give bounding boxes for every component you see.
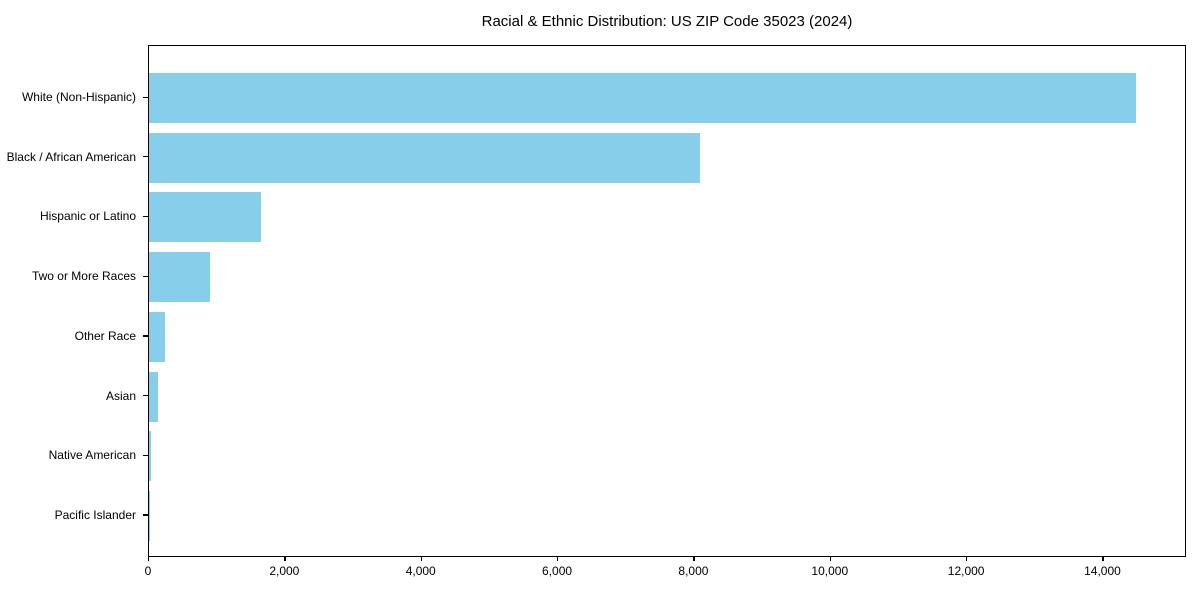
bar-pacific-islander [149,490,150,541]
x-tick-mark [557,556,559,561]
y-tick-mark [143,395,148,397]
x-tick-label: 0 [144,564,152,578]
y-tick-mark [143,454,148,456]
y-tick-label: White (Non-Hispanic) [21,90,136,104]
y-tick-mark [143,275,148,277]
y-tick-mark [143,215,148,218]
y-tick-mark [143,514,148,516]
bar-white-non-hispanic [149,73,1136,123]
y-tick-label: Native American [48,448,136,463]
plot-area [148,45,1186,557]
x-tick-label: 14,000 [1084,564,1121,578]
x-tick-label: 6,000 [542,564,573,578]
y-tick-label: Asian [105,388,136,403]
bar-hispanic-or-latino [149,192,262,243]
x-tick-mark [966,556,968,561]
x-tick-mark [1102,556,1104,561]
x-tick-label: 10,000 [811,564,849,578]
x-tick-mark [693,556,695,561]
x-tick-mark [284,556,286,561]
y-tick-mark [143,156,148,158]
y-tick-label: Hispanic or Latino [39,209,136,224]
y-tick-label: Pacific Islander [54,507,136,522]
x-tick-label: 8,000 [678,564,709,578]
y-tick-mark [143,335,148,337]
y-tick-label: Other Race [74,328,136,343]
x-tick-mark [829,556,832,561]
x-tick-label: 4,000 [405,564,436,578]
chart-title: Racial & Ethnic Distribution: US ZIP Cod… [481,13,853,30]
bar-other-race [149,311,165,362]
bar-two-or-more-races [149,252,211,303]
bar-native-american [149,431,152,482]
x-tick-label: 12,000 [947,564,985,578]
y-tick-mark [143,96,148,98]
y-tick-label: Black / African American [6,149,136,164]
y-tick-label: Two or More Races [31,269,136,284]
bar-black-african-american [149,132,701,183]
x-tick-label: 2,000 [269,564,300,578]
bar-asian [149,371,158,422]
x-tick-mark [148,556,150,561]
x-tick-mark [420,556,422,561]
